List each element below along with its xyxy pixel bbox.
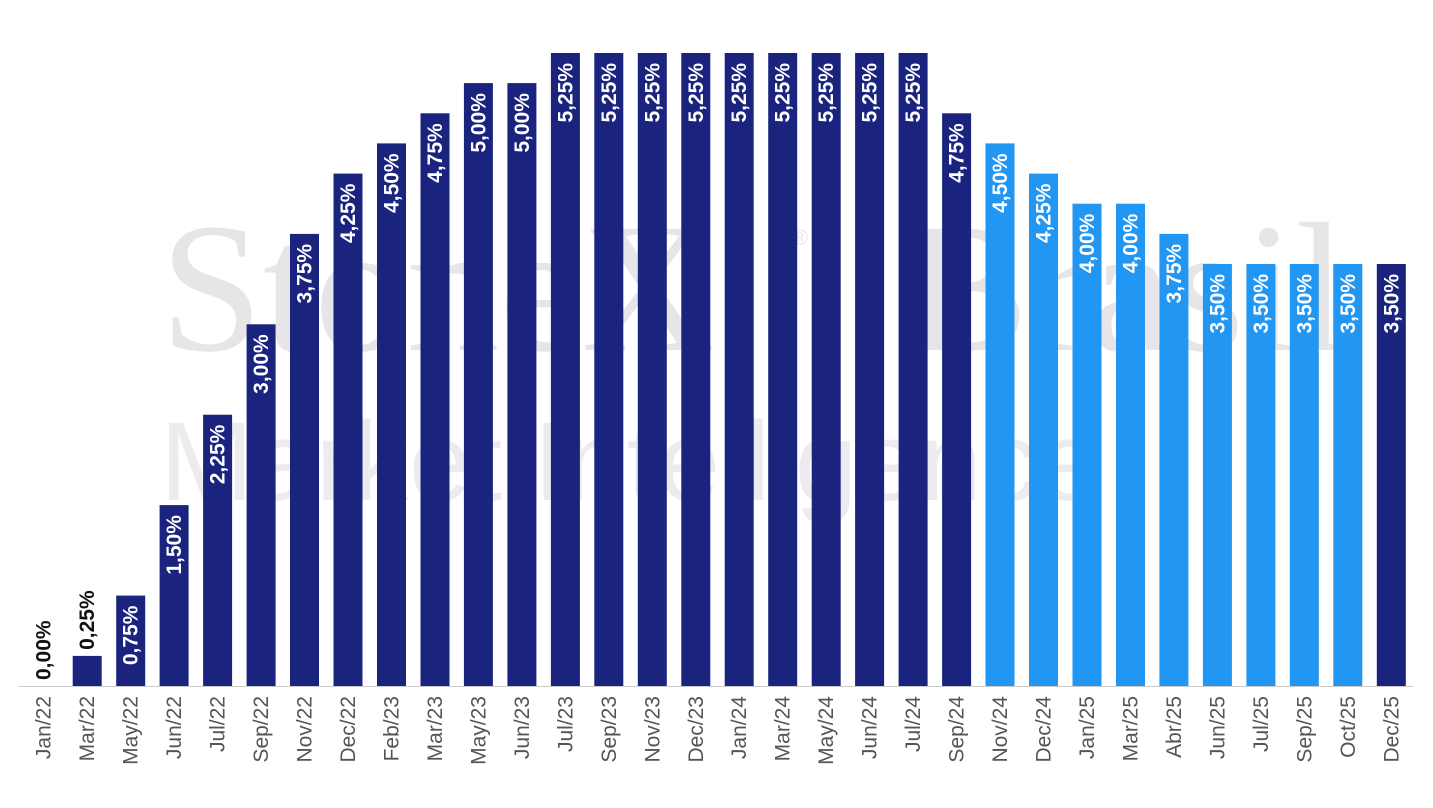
bar-value-label: 4,75%	[424, 123, 447, 183]
bar-jan-25	[1072, 203, 1102, 686]
bar-value-label: 3,50%	[1380, 274, 1403, 334]
bar-value-label: 0,75%	[120, 605, 143, 665]
x-tick-label: Dec/22	[337, 696, 360, 763]
bar-value-label: 5,25%	[685, 63, 708, 123]
x-tick-label: Jul/24	[902, 696, 925, 752]
bar-value-label: 3,75%	[294, 244, 317, 304]
bar-jul-22	[203, 414, 233, 686]
x-tick-label: Jan/22	[33, 696, 56, 759]
bar-nov-24	[985, 143, 1015, 686]
bar-nov-22	[290, 233, 319, 686]
x-tick-label: Jun/24	[859, 696, 882, 759]
x-tick-label: Mar/24	[772, 696, 795, 762]
x-tick-label: Jul/25	[1250, 696, 1273, 752]
bar-jun-22	[159, 505, 189, 686]
bar-value-label: 5,25%	[902, 63, 925, 123]
x-tick-label: Nov/23	[641, 696, 664, 763]
bar-jun-24	[855, 53, 885, 686]
x-tick-label: Mar/23	[424, 696, 447, 761]
x-tick-label: Nov/22	[294, 696, 317, 763]
x-tick-label: Sep/24	[946, 696, 969, 763]
x-tick-label: Sep/23	[598, 696, 621, 763]
bar-value-label: 4,00%	[1120, 213, 1143, 273]
bar-sep-25	[1289, 264, 1319, 686]
bar-jul-25	[1246, 264, 1276, 686]
x-tick-label: Jun/23	[511, 696, 534, 759]
bar-may-24	[811, 53, 841, 686]
bar-value-label: 5,00%	[467, 93, 490, 153]
x-tick-label: Sep/25	[1293, 696, 1316, 763]
bar-jun-25	[1202, 264, 1232, 686]
bar-abr-25	[1159, 233, 1189, 686]
x-tick-label: Mar/25	[1120, 696, 1143, 761]
bar-value-label: 3,50%	[1250, 274, 1273, 334]
x-tick-label: Nov/24	[989, 696, 1012, 763]
bar-jul-24	[898, 53, 928, 686]
bar-value-label: 5,25%	[554, 63, 577, 123]
bar-sep-24	[942, 113, 972, 687]
bar-dec-23	[681, 53, 711, 686]
bar-may-23	[463, 83, 493, 687]
bar-may-22	[116, 595, 146, 686]
bar-value-label: 4,50%	[989, 153, 1012, 213]
bar-value-label: 2,25%	[207, 424, 230, 484]
bar-value-label: 4,25%	[1033, 183, 1056, 243]
x-tick-label: May/22	[120, 696, 143, 765]
x-tick-label: Mar/22	[76, 696, 99, 761]
bar-value-label: 4,00%	[1076, 213, 1099, 273]
bar-value-label: 1,50%	[163, 515, 186, 575]
bar-feb-23	[377, 143, 406, 686]
x-tick-label: Jun/25	[1206, 696, 1229, 759]
x-tick-label: Dec/23	[685, 696, 708, 763]
bar-mar-25	[1116, 203, 1145, 686]
x-tick-label: Feb/23	[381, 696, 404, 761]
bar-value-label: 3,50%	[1337, 274, 1360, 334]
bar-jun-23	[507, 83, 537, 687]
bar-oct-25	[1333, 264, 1363, 686]
bar-value-label: 5,25%	[859, 63, 882, 123]
bar-mar-24	[768, 53, 798, 686]
bar-sep-22	[246, 324, 276, 686]
x-tick-label: Jul/23	[554, 696, 577, 752]
bar-dec-24	[1029, 173, 1058, 687]
x-tick-label: Oct/25	[1337, 696, 1360, 758]
x-tick-label: Jan/25	[1076, 696, 1099, 759]
x-tick-label: May/23	[467, 696, 490, 765]
bar-value-label: 5,25%	[772, 63, 795, 123]
x-tick-label: May/24	[815, 696, 838, 765]
bar-value-label: 5,25%	[598, 63, 621, 123]
bar-value-label: 5,25%	[641, 63, 664, 123]
bar-value-label: 3,50%	[1206, 274, 1229, 334]
bar-value-label: 3,75%	[1163, 244, 1186, 304]
x-tick-label: Jun/22	[163, 696, 186, 759]
bar-value-label: 3,00%	[250, 334, 273, 394]
x-tick-label: Dec/24	[1033, 696, 1056, 763]
bars-layer	[72, 53, 1406, 687]
bar-mar-22	[72, 655, 102, 686]
bar-dec-25	[1376, 264, 1406, 686]
bar-value-label: 5,25%	[728, 63, 751, 123]
bar-value-label: 4,25%	[337, 183, 360, 243]
bar-value-label: 4,75%	[946, 123, 969, 183]
bar-jul-23	[550, 53, 580, 686]
x-axis-ticks-layer: Jan/22 Mar/22 May/22 Jun/22 Jul/22 Sep/22 Nov/…	[33, 696, 1404, 765]
x-tick-label: Jan/24	[728, 696, 751, 759]
bar-mar-23	[420, 113, 450, 687]
bar-nov-23	[637, 53, 667, 686]
bar-value-label: 4,50%	[381, 153, 404, 213]
bar-labels-layer: 0,00% 0,25% 0,75% 1,50% 2,25% 3,00% 3,75% 4,25%…	[33, 63, 1404, 680]
bar-value-label: 0,00%	[33, 620, 56, 680]
bar-value-label: 0,25%	[76, 590, 99, 650]
x-tick-label: Abr/25	[1163, 696, 1186, 758]
bar-value-label: 3,50%	[1293, 274, 1316, 334]
bar-dec-22	[333, 173, 363, 687]
bar-jan-24	[724, 53, 754, 686]
bar-value-label: 5,25%	[815, 63, 838, 123]
x-tick-label: Dec/25	[1380, 696, 1403, 763]
bar-value-label: 5,00%	[511, 93, 534, 153]
x-tick-label: Jul/22	[207, 696, 230, 752]
x-tick-label: Sep/22	[250, 696, 273, 763]
bar-sep-23	[594, 53, 624, 686]
